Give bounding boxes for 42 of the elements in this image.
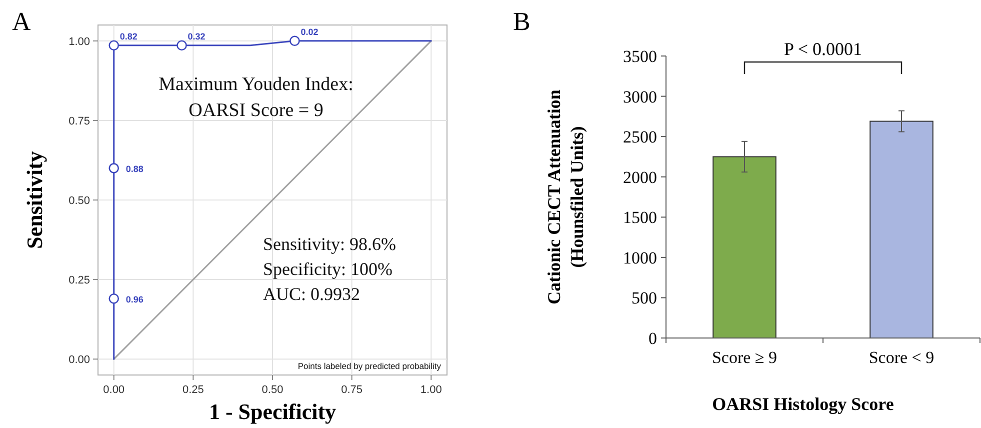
annotation: 0.96 (126, 294, 144, 305)
annotation: AUC: 0.9932 (263, 284, 360, 304)
annotation: 0.82 (120, 31, 138, 42)
y-tick-label: 3500 (623, 47, 657, 66)
annotation: 0.88 (126, 164, 144, 174)
x-tick-label: 0.25 (182, 384, 204, 396)
annotation: 0.02 (300, 26, 318, 37)
annotation: 0.32 (188, 31, 206, 42)
point (108, 293, 120, 304)
y-tick-label: 0.75 (68, 115, 90, 128)
y-tick-label: 1.00 (68, 36, 90, 48)
point (290, 36, 300, 46)
y-tick-label: 0.50 (68, 195, 90, 207)
x-tick-label: 1.00 (420, 384, 442, 396)
y-tick-label: 3000 (623, 87, 657, 106)
y-axis-title: Cationic CECT Attenuation (Hounsfiled Units) (544, 90, 587, 304)
chart-title: B (513, 7, 530, 36)
y-tick-label: 500 (632, 288, 657, 308)
y-tick-label: 1000 (623, 248, 657, 268)
x-tick-label: 0.00 (103, 384, 125, 396)
annotation: Sensitivity: 98.6% (263, 234, 396, 254)
annotation: P < 0.0001 (784, 39, 862, 59)
x-tick-label: Score ≥ 9 (712, 348, 778, 367)
point (108, 40, 120, 51)
y-tick-label: 2000 (623, 168, 657, 187)
x-tick-label: 0.50 (262, 384, 284, 396)
x-axis-title: 1 - Specificity (208, 399, 336, 424)
annotation: Points labeled by predicted probability (298, 361, 442, 371)
y-axis-title: Sensitivity (22, 151, 47, 249)
y-tick-label: 0 (648, 329, 657, 348)
annotation: Specificity: 100% (263, 259, 392, 279)
y-tick-label: 0.25 (68, 274, 90, 287)
chart-title: A (12, 7, 31, 36)
x-tick-label: Score < 9 (868, 348, 934, 367)
y-tick-label: 1500 (623, 208, 657, 228)
annotation: OARSI Score = 9 (188, 100, 324, 121)
point (108, 163, 120, 174)
x-axis-title: OARSI Histology Score (712, 394, 894, 414)
y-tick-label: 2500 (623, 128, 657, 147)
point (176, 40, 187, 51)
annotation: Maximum Youden Index: (158, 74, 354, 95)
x-tick-label: 0.75 (341, 384, 363, 396)
